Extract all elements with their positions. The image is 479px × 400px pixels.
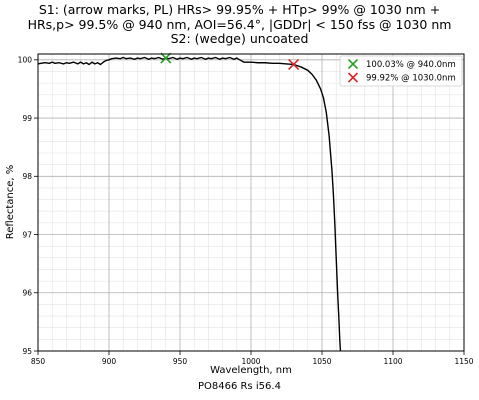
marker-layer: [160, 52, 300, 71]
x-tick-label: 1000: [241, 357, 260, 366]
legend: 100.03% @ 940.0nm 99.92% @ 1030.0nm: [339, 55, 463, 87]
x-tick-label: 950: [173, 357, 188, 366]
legend-box: [339, 55, 463, 87]
marker-stroke: [347, 72, 359, 83]
marker-stroke: [288, 58, 300, 71]
x-tick-label: 900: [102, 357, 117, 366]
legend-entries: 100.03% @ 940.0nm 99.92% @ 1030.0nm: [347, 58, 456, 84]
chart-title-line: S2: (wedge) uncoated: [170, 31, 309, 46]
x-tick-label: 850: [31, 357, 46, 366]
chart-title-line: S1: (arrow marks, PL) HRs> 99.95% + HTp>…: [38, 2, 441, 17]
legend-marker: [347, 58, 359, 70]
x-tick-label: 1100: [383, 357, 402, 366]
data-marker: [160, 52, 172, 64]
y-tick-label: 97: [22, 230, 32, 239]
y-tick-label: 96: [22, 289, 32, 298]
x-axis-label: Wavelength, nm: [210, 365, 292, 376]
legend-marker: [347, 72, 359, 83]
legend-label: 99.92% @ 1030.0nm: [366, 74, 456, 84]
chart-title: S1: (arrow marks, PL) HRs> 99.95% + HTp>…: [0, 2, 479, 47]
y-axis-label: Reflectance, %: [5, 165, 16, 240]
series-layer: [37, 56, 342, 352]
axis-ticks: 850 900 950 1000 1050 1100 1150 95 96 97 98 99 100: [18, 56, 474, 366]
reflectance-curve: [37, 56, 342, 352]
chart-title-line: HRs,p> 99.5% @ 940 nm, AOI=56.4°, |GDDr|…: [27, 16, 452, 32]
marker-stroke: [160, 52, 172, 64]
x-tick-label: 1050: [312, 357, 331, 366]
y-tick-label: 95: [22, 347, 32, 356]
y-tick-label: 98: [22, 172, 32, 181]
marker-stroke: [347, 58, 359, 70]
grid: [37, 54, 465, 352]
footer-caption: PO8466 Rs i56.4: [198, 381, 281, 392]
legend-label: 100.03% @ 940.0nm: [366, 60, 456, 70]
y-tick-label: 100: [18, 56, 33, 65]
data-marker: [288, 58, 300, 71]
x-tick-label: 1150: [454, 357, 473, 366]
y-tick-label: 99: [22, 114, 32, 123]
